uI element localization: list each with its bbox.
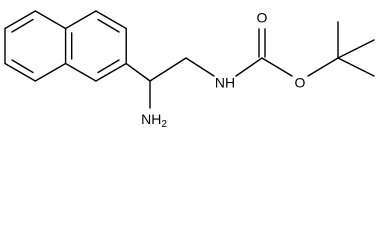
double-bond [11,59,34,74]
structure: NH2 NH O O [4,10,375,130]
bond [337,57,375,77]
atom-label: O [295,75,306,91]
double-bond [11,18,34,33]
bond [185,57,215,77]
atom-label: NH2 [141,111,167,130]
atom-label: NH [215,75,235,91]
atom-label: O [257,10,268,26]
atom-symbol: NH [141,111,161,127]
bond [64,62,97,82]
bond [4,10,36,30]
bond [125,62,151,82]
double-bond [97,18,120,33]
bond [64,10,97,30]
page: {"atoms": [ {"label": "NH", "subscript":… [4,9,375,130]
naphthalene [4,10,127,82]
bond [235,57,263,77]
bond [4,62,36,82]
bond [95,10,127,30]
atom-subscript: 2 [161,119,167,130]
bond [337,39,375,59]
bond [34,62,67,82]
double-bond [97,59,120,74]
bond [149,57,187,82]
bond [261,57,293,77]
side-chain [125,21,375,109]
bond [95,62,127,82]
bond [34,10,67,30]
bond [307,57,339,77]
